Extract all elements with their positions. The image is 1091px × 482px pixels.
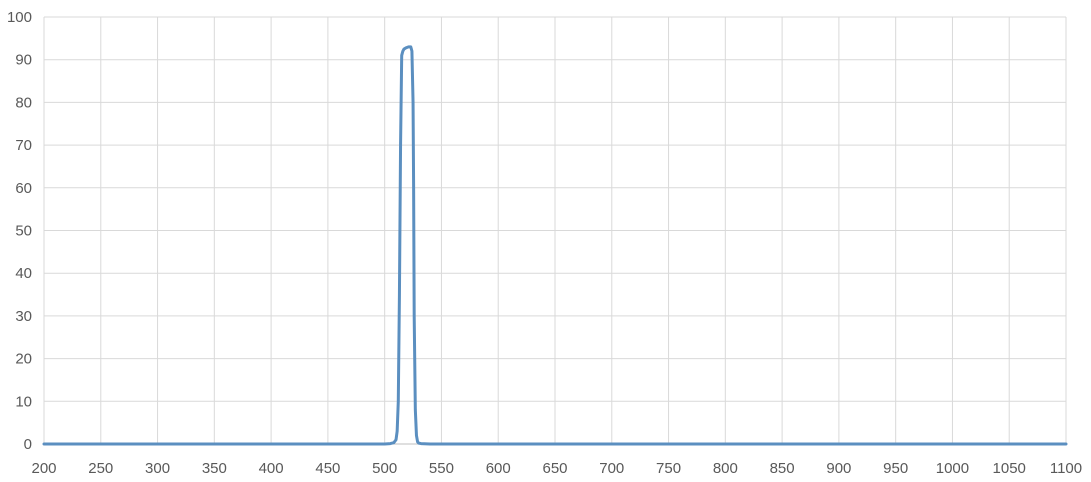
- x-tick-label: 1050: [993, 460, 1026, 477]
- x-tick-label: 500: [372, 460, 397, 477]
- x-tick-label: 300: [145, 460, 170, 477]
- series-line: [42, 45, 1068, 446]
- x-tick-label: 350: [202, 460, 227, 477]
- x-tick-label: 1000: [936, 460, 969, 477]
- x-tick-label: 550: [429, 460, 454, 477]
- x-tick-label: 700: [599, 460, 624, 477]
- y-tick-label: 0: [24, 436, 32, 453]
- x-tick-label: 750: [656, 460, 681, 477]
- y-tick-label: 60: [15, 180, 32, 197]
- y-tick-label: 30: [15, 308, 32, 325]
- y-tick-label: 90: [15, 52, 32, 69]
- y-tick-label: 10: [15, 393, 32, 410]
- y-tick-label: 100: [7, 9, 32, 26]
- x-tick-label: 950: [883, 460, 908, 477]
- y-tick-label: 80: [15, 94, 32, 111]
- x-tick-label: 200: [31, 460, 56, 477]
- x-tick-label: 600: [486, 460, 511, 477]
- y-tick-label: 40: [15, 265, 32, 282]
- x-tick-label: 800: [713, 460, 738, 477]
- y-tick-label: 70: [15, 137, 32, 154]
- x-tick-label: 450: [315, 460, 340, 477]
- y-tick-labels: 0 10 20 30 40 50 60 70 80 90 100: [7, 9, 32, 453]
- grid-lines: [43, 16, 1067, 444]
- x-tick-label: 400: [259, 460, 284, 477]
- x-tick-label: 250: [88, 460, 113, 477]
- series-layer: [42, 45, 1068, 446]
- x-tick-label: 850: [770, 460, 795, 477]
- y-tick-label: 50: [15, 223, 32, 240]
- y-tick-label: 20: [15, 351, 32, 368]
- x-tick-label: 1100: [1050, 460, 1082, 477]
- x-tick-label: 650: [542, 460, 567, 477]
- x-tick-labels: 200 250 300 350 400 450 500 550 600 650 700 750 800 8…: [31, 460, 1082, 477]
- x-tick-label: 900: [826, 460, 851, 477]
